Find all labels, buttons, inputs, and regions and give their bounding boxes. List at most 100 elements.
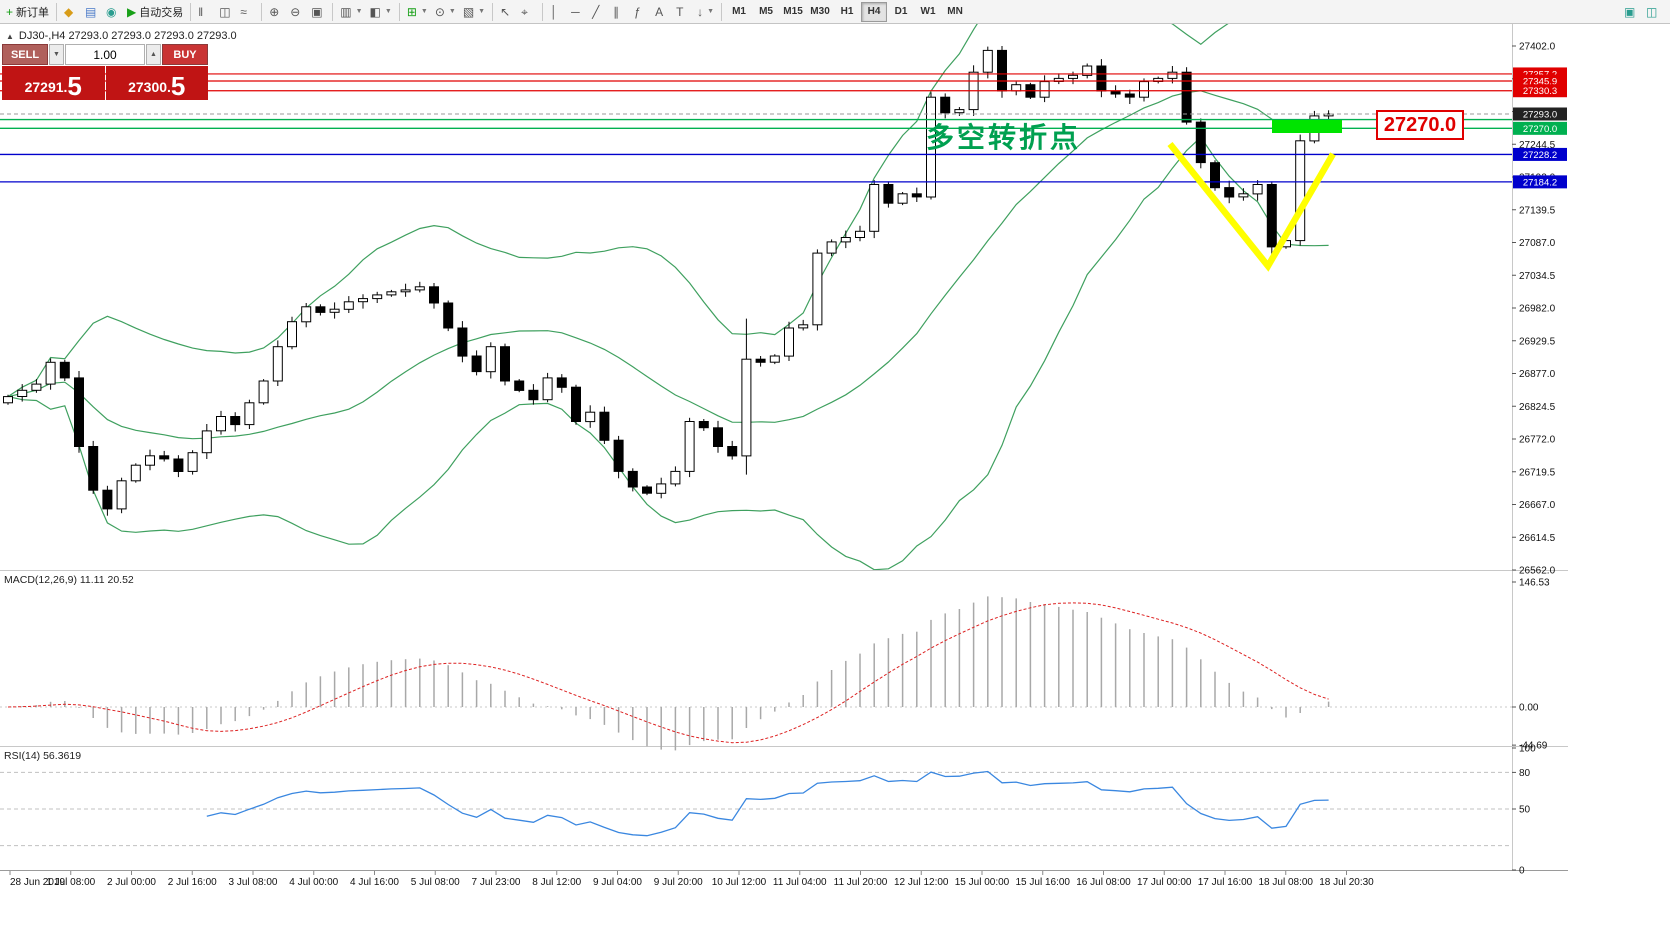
pivot-annotation[interactable]: 多空转折点 [926,122,1082,153]
price-axis[interactable]: 27402.027349.527297.027244.527192.027139… [1512,42,1567,577]
timeframe-H1-button[interactable]: H1 [834,2,860,22]
timeframe-M15-button[interactable]: M15 [780,2,806,22]
svg-text:11 Jul 20:00: 11 Jul 20:00 [834,877,888,888]
new-order-label: 新订单 [16,6,50,19]
svg-text:3 Jul 08:00: 3 Jul 08:00 [229,877,278,888]
svg-text:-44.69: -44.69 [1519,741,1548,752]
buy-price-main: 27300. [128,79,171,95]
toolbar-separator [542,2,544,21]
toolbar-separator [721,2,723,21]
svg-text:26877.0: 26877.0 [1519,369,1556,380]
sell-price-button[interactable]: 27291. 5 [2,66,105,100]
toolbar-fibonacci-button[interactable]: ƒ [631,2,651,22]
svg-text:26719.5: 26719.5 [1519,467,1556,478]
toolbar-text-label-button[interactable]: T [673,2,693,22]
one-click-trading-panel: SELL ▼ ▲ BUY 27291.5 27300.5 [2,44,208,100]
toolbar-zoom-in-button[interactable]: ⊕ [266,2,286,22]
chevron-down-icon: ▼ [478,8,486,15]
toolbar-separator [492,2,494,21]
timeframe-M1-button[interactable]: M1 [726,2,752,22]
buy-button[interactable]: BUY [162,44,208,65]
main-toolbar: + 新订单 ◆ ▤ ◉ ▶ 自动交易 ‖ ◫ ≈ ⊕ ⊖ ▣ ▥ ▼ ◧ ▼ ⊞ ▼ ⊙ ▼ ▧ ▼ ↖ ⌖ │ ─ ╱ ∥ ƒ A T ↓ ▼ M… [0,0,1670,24]
svg-text:26929.5: 26929.5 [1519,336,1556,347]
toolbar-tile-windows-button[interactable]: ▣ [308,2,328,22]
toolbar-templates-button[interactable]: ▧ ▼ [460,2,488,22]
timeframe-MN-button[interactable]: MN [942,2,968,22]
svg-text:28 Jun 2019: 28 Jun 2019 [10,877,65,888]
toolbar-window-tile-button[interactable]: ▣ [1621,2,1641,22]
text-icon: A [655,4,664,19]
timeframe-H4-button[interactable]: H4 [861,1,888,22]
indicators-icon: ⊞ [406,4,417,19]
rsi-pane: 100 80 50 0 [0,744,1536,877]
volume-decrease-button[interactable]: ▼ [49,44,64,65]
toolbar-new-chart-button[interactable]: ▥ ▼ [337,2,365,22]
toolbar-equidistant-channel-button[interactable]: ∥ [610,2,630,22]
toolbar-cursor-button[interactable]: ↖ [497,2,517,22]
templates-icon: ▧ [462,4,475,19]
toolbar-horizontal-line-button[interactable]: ─ [568,2,588,22]
candles [3,46,1334,516]
svg-text:15 Jul 16:00: 15 Jul 16:00 [1016,877,1071,888]
svg-text:2 Jul 00:00: 2 Jul 00:00 [107,877,156,888]
timeframe-M30-button[interactable]: M30 [807,2,833,22]
toolbar-trendline-button[interactable]: ╱ [589,2,609,22]
volume-increase-button[interactable]: ▲ [146,44,161,65]
text-label-icon: T [676,4,684,19]
sell-price-main: 27291. [24,79,68,95]
svg-text:7 Jul 23:00: 7 Jul 23:00 [472,877,521,888]
timeframe-M5-button[interactable]: M5 [753,2,779,22]
toolbar-arrows-button[interactable]: ↓ ▼ [694,2,717,22]
svg-text:27244.5: 27244.5 [1519,140,1556,151]
yellow-check-mark [1167,141,1336,272]
toolbar-periods-button[interactable]: ⊙ ▼ [432,2,459,22]
collapse-trade-panel-icon[interactable]: ▲ [6,31,14,41]
bollinger-bands [7,24,1329,570]
timeframe-D1-button[interactable]: D1 [888,2,914,22]
svg-text:11 Jul 04:00: 11 Jul 04:00 [773,877,827,888]
community-icon: ◉ [106,4,117,19]
market-watch-icon: ▤ [85,4,97,19]
chart-area[interactable]: 27402.027349.527297.027244.527192.027139… [0,24,1670,950]
toolbar-indicators-button[interactable]: ⊞ ▼ [404,2,431,22]
svg-text:27034.5: 27034.5 [1519,271,1556,282]
toolbar-chart-bars-button[interactable]: ‖ [195,2,215,22]
toolbar-market-watch-button[interactable]: ▤ [82,2,102,22]
window-tile-icon: ▣ [1624,4,1636,19]
toolbar-window-cascade-button[interactable]: ◫ [1643,2,1663,22]
svg-text:8 Jul 12:00: 8 Jul 12:00 [532,877,581,888]
toolbar-community-button[interactable]: ◉ [103,2,123,22]
toolbar-zoom-out-button[interactable]: ⊖ [287,2,307,22]
svg-text:17 Jul 16:00: 17 Jul 16:00 [1198,877,1253,888]
svg-text:4 Jul 16:00: 4 Jul 16:00 [350,877,399,888]
chart-canvas[interactable]: 27402.027349.527297.027244.527192.027139… [0,24,1670,950]
toolbar-chart-line-button[interactable]: ≈ [237,2,257,22]
toolbar-vertical-line-button[interactable]: │ [547,2,567,22]
toolbar-separator [261,2,263,21]
toolbar-chart-candles-button[interactable]: ◫ [216,2,236,22]
toolbar-autotrading-button[interactable]: ▶ 自动交易 [124,2,186,22]
volume-input[interactable] [65,44,145,65]
zoom-in-icon: ⊕ [269,4,280,19]
svg-text:9 Jul 04:00: 9 Jul 04:00 [593,877,642,888]
toolbar-metaeditor-button[interactable]: ◆ [61,2,81,22]
sell-button[interactable]: SELL [2,44,48,65]
svg-text:0: 0 [1519,866,1525,877]
toolbar-crosshair-button[interactable]: ⌖ [518,2,538,22]
svg-text:10 Jul 12:00: 10 Jul 12:00 [712,877,767,888]
svg-text:26562.0: 26562.0 [1519,566,1556,577]
timeframe-W1-button[interactable]: W1 [915,2,941,22]
chart-drawings[interactable] [1167,120,1342,272]
toolbar-text-button[interactable]: A [652,2,672,22]
autotrading-icon: ▶ [127,4,137,19]
window-cascade-icon: ◫ [1646,4,1658,19]
svg-text:80: 80 [1519,768,1531,779]
toolbar-new-order-button[interactable]: + 新订单 [3,2,52,22]
price-lines[interactable] [0,73,1512,183]
buy-price-button[interactable]: 27300. 5 [105,66,208,100]
price-callout[interactable]: 27270.0 [1376,110,1464,140]
toolbar-profiles-button[interactable]: ◧ ▼ [367,2,395,22]
svg-text:27345.9: 27345.9 [1523,76,1557,87]
svg-text:2 Jul 16:00: 2 Jul 16:00 [168,877,217,888]
